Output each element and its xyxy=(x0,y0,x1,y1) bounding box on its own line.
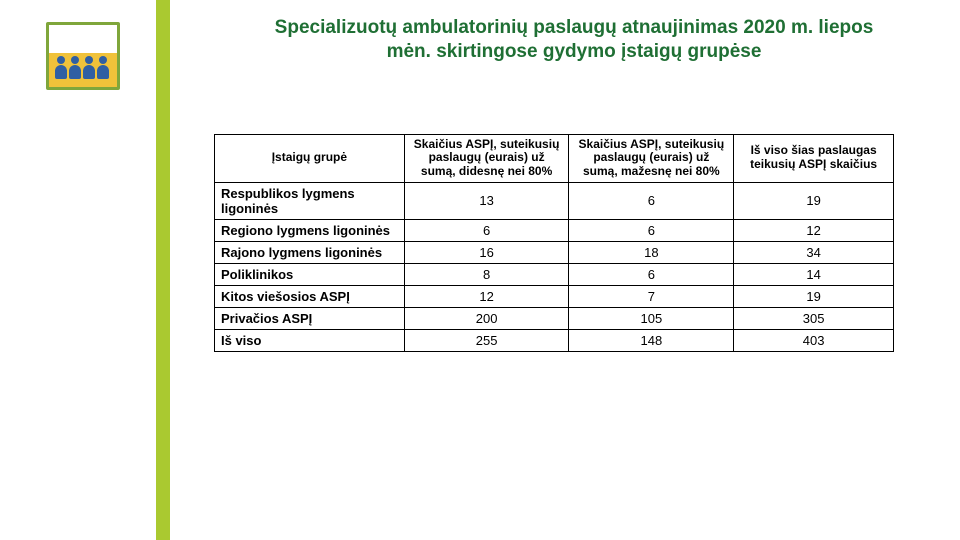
logo-person-icon xyxy=(83,56,95,79)
title-line-2: mėn. skirtingose gydymo įstaigų grupėse xyxy=(387,41,762,62)
row-label: Regiono lygmens ligoninės xyxy=(215,219,405,241)
table-row: Regiono lygmens ligoninės6612 xyxy=(215,219,894,241)
table-row: Rajono lygmens ligoninės161834 xyxy=(215,241,894,263)
cell-over-80: 8 xyxy=(404,263,569,285)
table-row: Privačios ASPĮ200105305 xyxy=(215,307,894,329)
cell-total: 19 xyxy=(734,182,894,219)
row-label: Iš viso xyxy=(215,329,405,351)
cell-total: 19 xyxy=(734,285,894,307)
row-label: Respublikos lygmens ligoninės xyxy=(215,182,405,219)
cell-total: 305 xyxy=(734,307,894,329)
col-header-total: Iš viso šias paslaugas teikusių ASPĮ ska… xyxy=(734,134,894,182)
logo-sky xyxy=(49,25,117,53)
row-label: Rajono lygmens ligoninės xyxy=(215,241,405,263)
cell-under-80: 6 xyxy=(569,182,734,219)
row-label: Privačios ASPĮ xyxy=(215,307,405,329)
cell-under-80: 105 xyxy=(569,307,734,329)
accent-bar xyxy=(156,0,170,540)
col-header-group: Įstaigų grupė xyxy=(215,134,405,182)
cell-total: 34 xyxy=(734,241,894,263)
row-label: Poliklinikos xyxy=(215,263,405,285)
logo xyxy=(46,22,120,90)
col-header-over-80: Skaičius ASPĮ, suteikusių paslaugų (eura… xyxy=(404,134,569,182)
cell-total: 12 xyxy=(734,219,894,241)
row-label: Kitos viešosios ASPĮ xyxy=(215,285,405,307)
slide-title: Specializuotų ambulatorinių paslaugų atn… xyxy=(224,16,924,64)
cell-total: 403 xyxy=(734,329,894,351)
cell-over-80: 12 xyxy=(404,285,569,307)
cell-under-80: 6 xyxy=(569,219,734,241)
table-row: Poliklinikos8614 xyxy=(215,263,894,285)
table-header-row: Įstaigų grupė Skaičius ASPĮ, suteikusių … xyxy=(215,134,894,182)
cell-under-80: 18 xyxy=(569,241,734,263)
cell-under-80: 7 xyxy=(569,285,734,307)
cell-over-80: 13 xyxy=(404,182,569,219)
logo-person-icon xyxy=(97,56,109,79)
col-header-under-80: Skaičius ASPĮ, suteikusių paslaugų (eura… xyxy=(569,134,734,182)
table-row: Kitos viešosios ASPĮ12719 xyxy=(215,285,894,307)
table-row: Iš viso255148403 xyxy=(215,329,894,351)
cell-under-80: 148 xyxy=(569,329,734,351)
table-row: Respublikos lygmens ligoninės13619 xyxy=(215,182,894,219)
logo-person-icon xyxy=(69,56,81,79)
title-line-1: Specializuotų ambulatorinių paslaugų atn… xyxy=(275,17,874,38)
slide-content: Specializuotų ambulatorinių paslaugų atn… xyxy=(224,16,924,352)
cell-over-80: 200 xyxy=(404,307,569,329)
cell-over-80: 16 xyxy=(404,241,569,263)
cell-under-80: 6 xyxy=(569,263,734,285)
sidebar xyxy=(0,0,170,540)
logo-person-icon xyxy=(55,56,67,79)
cell-over-80: 6 xyxy=(404,219,569,241)
cell-over-80: 255 xyxy=(404,329,569,351)
data-table-container: Įstaigų grupė Skaičius ASPĮ, suteikusių … xyxy=(214,134,894,352)
cell-total: 14 xyxy=(734,263,894,285)
data-table: Įstaigų grupė Skaičius ASPĮ, suteikusių … xyxy=(214,134,894,352)
